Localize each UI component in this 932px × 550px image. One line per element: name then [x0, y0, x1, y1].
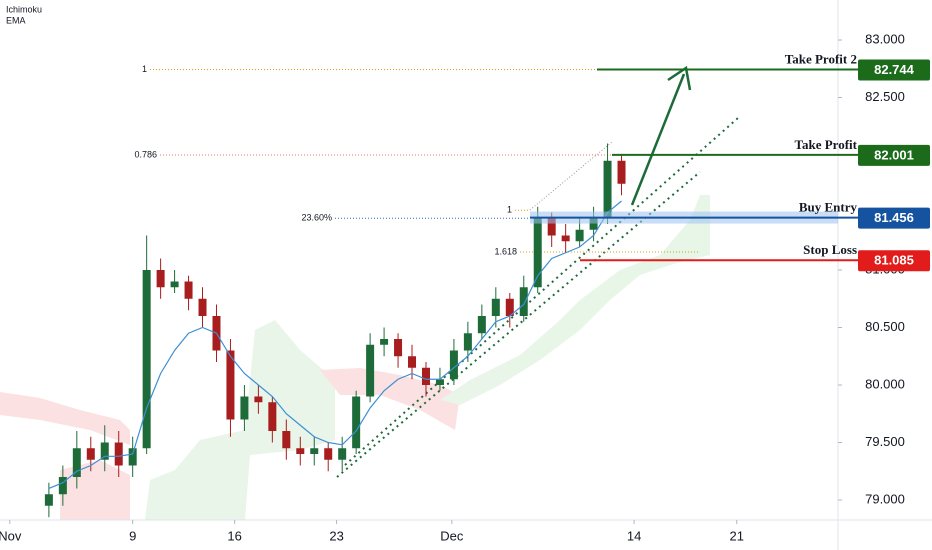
price-box-label: 81.456	[874, 210, 914, 225]
candle-body	[561, 235, 570, 242]
candle-body	[533, 218, 542, 288]
candle-body	[44, 494, 53, 506]
price-box	[858, 144, 930, 166]
y-tick-label: 79.500	[865, 434, 905, 449]
candle-body	[324, 448, 333, 460]
candle-body	[268, 402, 277, 431]
candle-body	[72, 448, 81, 477]
candle-body	[477, 316, 486, 334]
y-tick-label: 79.000	[865, 491, 905, 506]
candle-body	[240, 396, 249, 420]
candle-body	[338, 448, 347, 460]
candle-body	[603, 160, 612, 219]
x-tick-label: 14	[627, 528, 641, 543]
trend-line	[336, 171, 701, 478]
y-tick-label: 80.000	[865, 376, 905, 391]
cloud-red	[0, 392, 130, 445]
candle-body	[380, 339, 389, 345]
y-tick-label: 80.500	[865, 319, 905, 334]
y-tick-label: 82.500	[865, 89, 905, 104]
candle-body	[114, 442, 123, 466]
candle-body	[449, 350, 458, 380]
candle-body	[198, 298, 207, 317]
candle-body	[435, 379, 444, 385]
x-tick-label: 9	[129, 528, 136, 543]
level-name: Stop Loss	[803, 242, 857, 257]
candle-body	[254, 396, 263, 403]
candle-body	[310, 448, 319, 454]
candle-body	[128, 448, 137, 466]
candle-body	[505, 298, 514, 317]
level-name: Buy Entry	[799, 200, 858, 215]
candle-body	[366, 344, 375, 397]
x-tick-label: 21	[730, 528, 744, 543]
candle-body	[142, 270, 151, 449]
price-box-label: 82.001	[874, 147, 914, 162]
price-box-label: 82.744	[874, 62, 915, 77]
level-name: Take Profit 2	[785, 51, 857, 66]
fib-label: 1	[142, 64, 147, 74]
candle-body	[100, 442, 109, 460]
cloud-green	[440, 195, 710, 405]
indicator-label: Ichimoku	[6, 4, 42, 14]
price-box	[858, 250, 930, 272]
candle-body	[547, 218, 556, 236]
candle-body	[226, 350, 235, 420]
x-tick-label: 23	[329, 528, 343, 543]
fib-label: 1.618	[494, 246, 517, 256]
arrow-head	[667, 65, 692, 91]
candle-body	[575, 229, 584, 242]
candle-body	[421, 367, 430, 385]
candle-body	[86, 448, 95, 460]
candle-body	[463, 333, 472, 351]
candle-body	[282, 430, 291, 449]
indicator-label: EMA	[6, 15, 26, 25]
ema-line	[48, 200, 622, 490]
price-box	[858, 59, 930, 81]
price-box-label: 81.085	[874, 253, 914, 268]
candle-body	[394, 339, 403, 357]
fib-label: 23.60%	[301, 213, 332, 223]
cloud-green	[145, 320, 335, 520]
candle-body	[58, 476, 67, 495]
candle-body	[170, 281, 179, 288]
candle-body	[617, 160, 626, 184]
fib-label: 1	[507, 205, 512, 215]
candle-body	[296, 448, 305, 454]
candle-body	[491, 298, 500, 317]
candle-body	[408, 356, 417, 368]
candle-body	[352, 396, 361, 449]
x-tick-label: Nov	[0, 528, 22, 543]
fib-label: 0.786	[134, 149, 157, 159]
x-tick-label: 16	[227, 528, 241, 543]
x-tick-label: Dec	[440, 528, 464, 543]
candle-body	[156, 270, 165, 288]
candle-body	[184, 281, 193, 299]
candle-body	[589, 218, 598, 230]
level-name: Take Profit	[795, 137, 858, 152]
candle-body	[519, 287, 528, 317]
price-box	[858, 207, 930, 229]
arrow	[630, 73, 686, 206]
y-tick-label: 83.000	[865, 31, 905, 46]
